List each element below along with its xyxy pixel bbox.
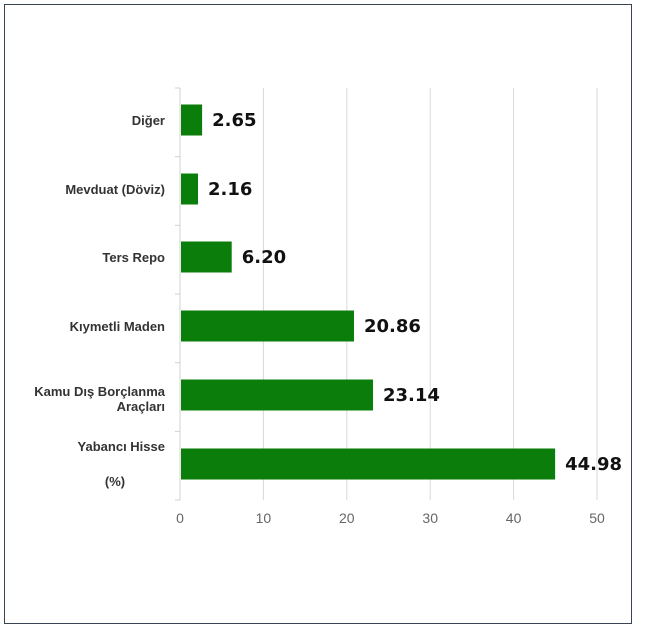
category-label-5-line-1: Kamu Dış Borçlanma — [34, 384, 166, 399]
value-label-3: 6.20 — [242, 247, 286, 268]
unit-note: (%) — [105, 474, 125, 489]
category-label-4: Kıymetli Maden — [70, 319, 165, 334]
x-tick-30: 30 — [422, 510, 438, 526]
bar-3 — [181, 241, 232, 273]
bar-5 — [181, 379, 373, 411]
value-labels: 2.65 2.16 6.20 20.86 23.14 44.98 — [208, 110, 622, 475]
gridlines — [262, 88, 598, 500]
category-label-3: Ters Repo — [102, 250, 165, 265]
category-label-5-line-2: Araçları — [117, 399, 165, 414]
x-tick-10: 10 — [256, 510, 272, 526]
x-tick-0: 0 — [176, 510, 184, 526]
y-axis — [175, 87, 181, 501]
x-tick-40: 40 — [506, 510, 522, 526]
chart-frame: 2.65 2.16 6.20 20.86 23.14 44.98 Diğer Mevduat… — [4, 4, 632, 624]
x-tick-20: 20 — [339, 510, 355, 526]
bar-2 — [181, 173, 199, 205]
bar-6 — [181, 448, 556, 480]
bar-chart: 2.65 2.16 6.20 20.86 23.14 44.98 Diğer Mevduat… — [34, 87, 622, 526]
category-label-2: Mevduat (Döviz) — [65, 182, 165, 197]
value-label-2: 2.16 — [208, 179, 252, 200]
x-tick-50: 50 — [589, 510, 605, 526]
value-label-4: 20.86 — [364, 316, 421, 337]
x-tick-labels: 0 10 20 30 40 50 — [176, 510, 605, 526]
value-label-5: 23.14 — [383, 385, 440, 406]
bar-4 — [181, 310, 354, 342]
bars — [181, 104, 556, 480]
bar-1 — [181, 104, 203, 136]
category-label-1: Diğer — [132, 113, 165, 128]
category-label-6: Yabancı Hisse — [78, 439, 165, 454]
value-label-1: 2.65 — [212, 110, 256, 131]
category-labels: Diğer Mevduat (Döviz) Ters Repo Kıymetli Ma… — [34, 113, 166, 454]
value-label-6: 44.98 — [565, 454, 622, 475]
